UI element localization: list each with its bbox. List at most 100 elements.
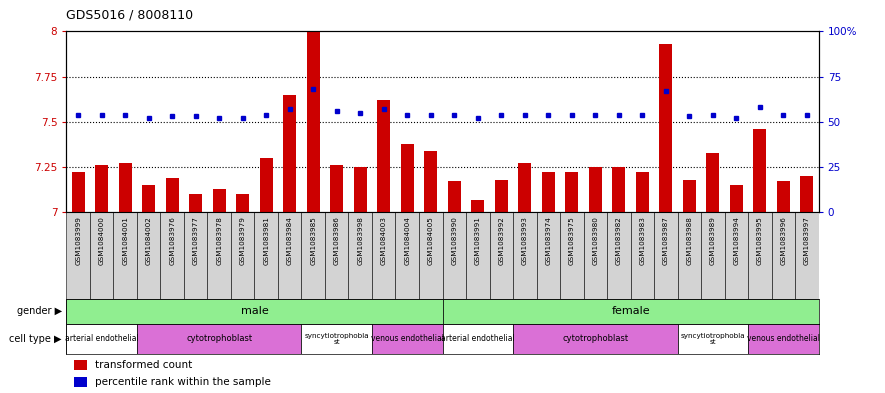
Text: GSM1083985: GSM1083985 [311, 217, 316, 265]
Bar [725, 212, 748, 299]
Text: GSM1083996: GSM1083996 [781, 217, 787, 265]
Text: GSM1083989: GSM1083989 [710, 217, 716, 265]
Bar [236, 194, 250, 212]
Bar [630, 212, 654, 299]
Bar [372, 212, 396, 299]
Text: GSM1083978: GSM1083978 [216, 217, 222, 265]
Text: GSM1083986: GSM1083986 [334, 217, 340, 265]
Bar [753, 129, 766, 212]
Text: GSM1084002: GSM1084002 [146, 217, 151, 265]
Text: GSM1083977: GSM1083977 [193, 217, 198, 265]
Bar [472, 200, 484, 212]
Bar [800, 176, 813, 212]
Bar [354, 167, 366, 212]
Text: GSM1083997: GSM1083997 [804, 217, 810, 265]
Bar [96, 165, 108, 212]
Bar [302, 324, 372, 354]
Bar [583, 212, 607, 299]
Bar [66, 324, 137, 354]
Bar [66, 299, 442, 324]
Bar [683, 180, 696, 212]
Bar [519, 163, 531, 212]
Text: gender ▶: gender ▶ [17, 307, 62, 316]
Text: GSM1083995: GSM1083995 [757, 217, 763, 265]
Bar [255, 212, 278, 299]
Bar [207, 212, 231, 299]
Text: GSM1083987: GSM1083987 [663, 217, 669, 265]
Bar [302, 212, 325, 299]
Bar [566, 173, 578, 212]
Bar [72, 173, 85, 212]
Bar [73, 360, 88, 370]
Bar [325, 212, 349, 299]
Bar [678, 212, 701, 299]
Bar [401, 143, 413, 212]
Bar [349, 212, 372, 299]
Text: GSM1083974: GSM1083974 [545, 217, 551, 265]
Text: male: male [241, 307, 268, 316]
Bar [448, 182, 461, 212]
Text: GSM1083976: GSM1083976 [169, 217, 175, 265]
Bar [706, 152, 720, 212]
Text: venous endothelial: venous endothelial [371, 334, 443, 343]
Bar [137, 324, 302, 354]
Bar [777, 182, 789, 212]
Bar [442, 212, 466, 299]
Bar [560, 212, 583, 299]
Bar [66, 212, 90, 299]
Bar [212, 189, 226, 212]
Bar [119, 163, 132, 212]
Text: cytotrophoblast: cytotrophoblast [186, 334, 252, 343]
Bar [189, 194, 202, 212]
Bar [142, 185, 155, 212]
Bar [165, 178, 179, 212]
Bar [330, 165, 343, 212]
Text: GSM1084001: GSM1084001 [122, 217, 128, 265]
Text: GSM1083998: GSM1083998 [358, 217, 363, 265]
Bar [795, 212, 819, 299]
Bar [772, 212, 795, 299]
Text: GSM1083993: GSM1083993 [522, 217, 527, 265]
Text: cytotrophoblast: cytotrophoblast [562, 334, 628, 343]
Text: GSM1083991: GSM1083991 [474, 217, 481, 265]
Bar [536, 212, 560, 299]
Text: GSM1083990: GSM1083990 [451, 217, 458, 265]
Text: transformed count: transformed count [95, 360, 192, 370]
Bar [730, 185, 743, 212]
Bar [607, 212, 630, 299]
Bar [231, 212, 255, 299]
Text: GSM1084004: GSM1084004 [404, 217, 411, 265]
Bar [678, 324, 748, 354]
Bar [73, 377, 88, 387]
Bar [612, 167, 626, 212]
Text: GSM1083999: GSM1083999 [75, 217, 81, 265]
Text: GSM1083988: GSM1083988 [687, 217, 692, 265]
Bar [283, 95, 296, 212]
Text: GSM1083975: GSM1083975 [569, 217, 574, 265]
Bar [748, 212, 772, 299]
Bar [701, 212, 725, 299]
Bar [259, 158, 273, 212]
Bar [137, 212, 160, 299]
Text: percentile rank within the sample: percentile rank within the sample [95, 377, 271, 387]
Text: GSM1083979: GSM1083979 [240, 217, 246, 265]
Bar [748, 324, 819, 354]
Bar [307, 31, 319, 212]
Bar [442, 299, 819, 324]
Text: GSM1084003: GSM1084003 [381, 217, 387, 265]
Bar [466, 212, 489, 299]
Bar [635, 173, 649, 212]
Text: GSM1084005: GSM1084005 [427, 217, 434, 265]
Bar [654, 212, 678, 299]
Text: arterial endothelial: arterial endothelial [441, 334, 515, 343]
Bar [589, 167, 602, 212]
Text: GSM1083984: GSM1083984 [287, 217, 293, 265]
Bar [442, 324, 513, 354]
Bar [372, 324, 442, 354]
Bar [659, 44, 673, 212]
Text: GSM1083981: GSM1083981 [263, 217, 269, 265]
Bar [513, 212, 536, 299]
Bar [513, 324, 678, 354]
Text: GSM1083980: GSM1083980 [592, 217, 598, 265]
Bar [160, 212, 184, 299]
